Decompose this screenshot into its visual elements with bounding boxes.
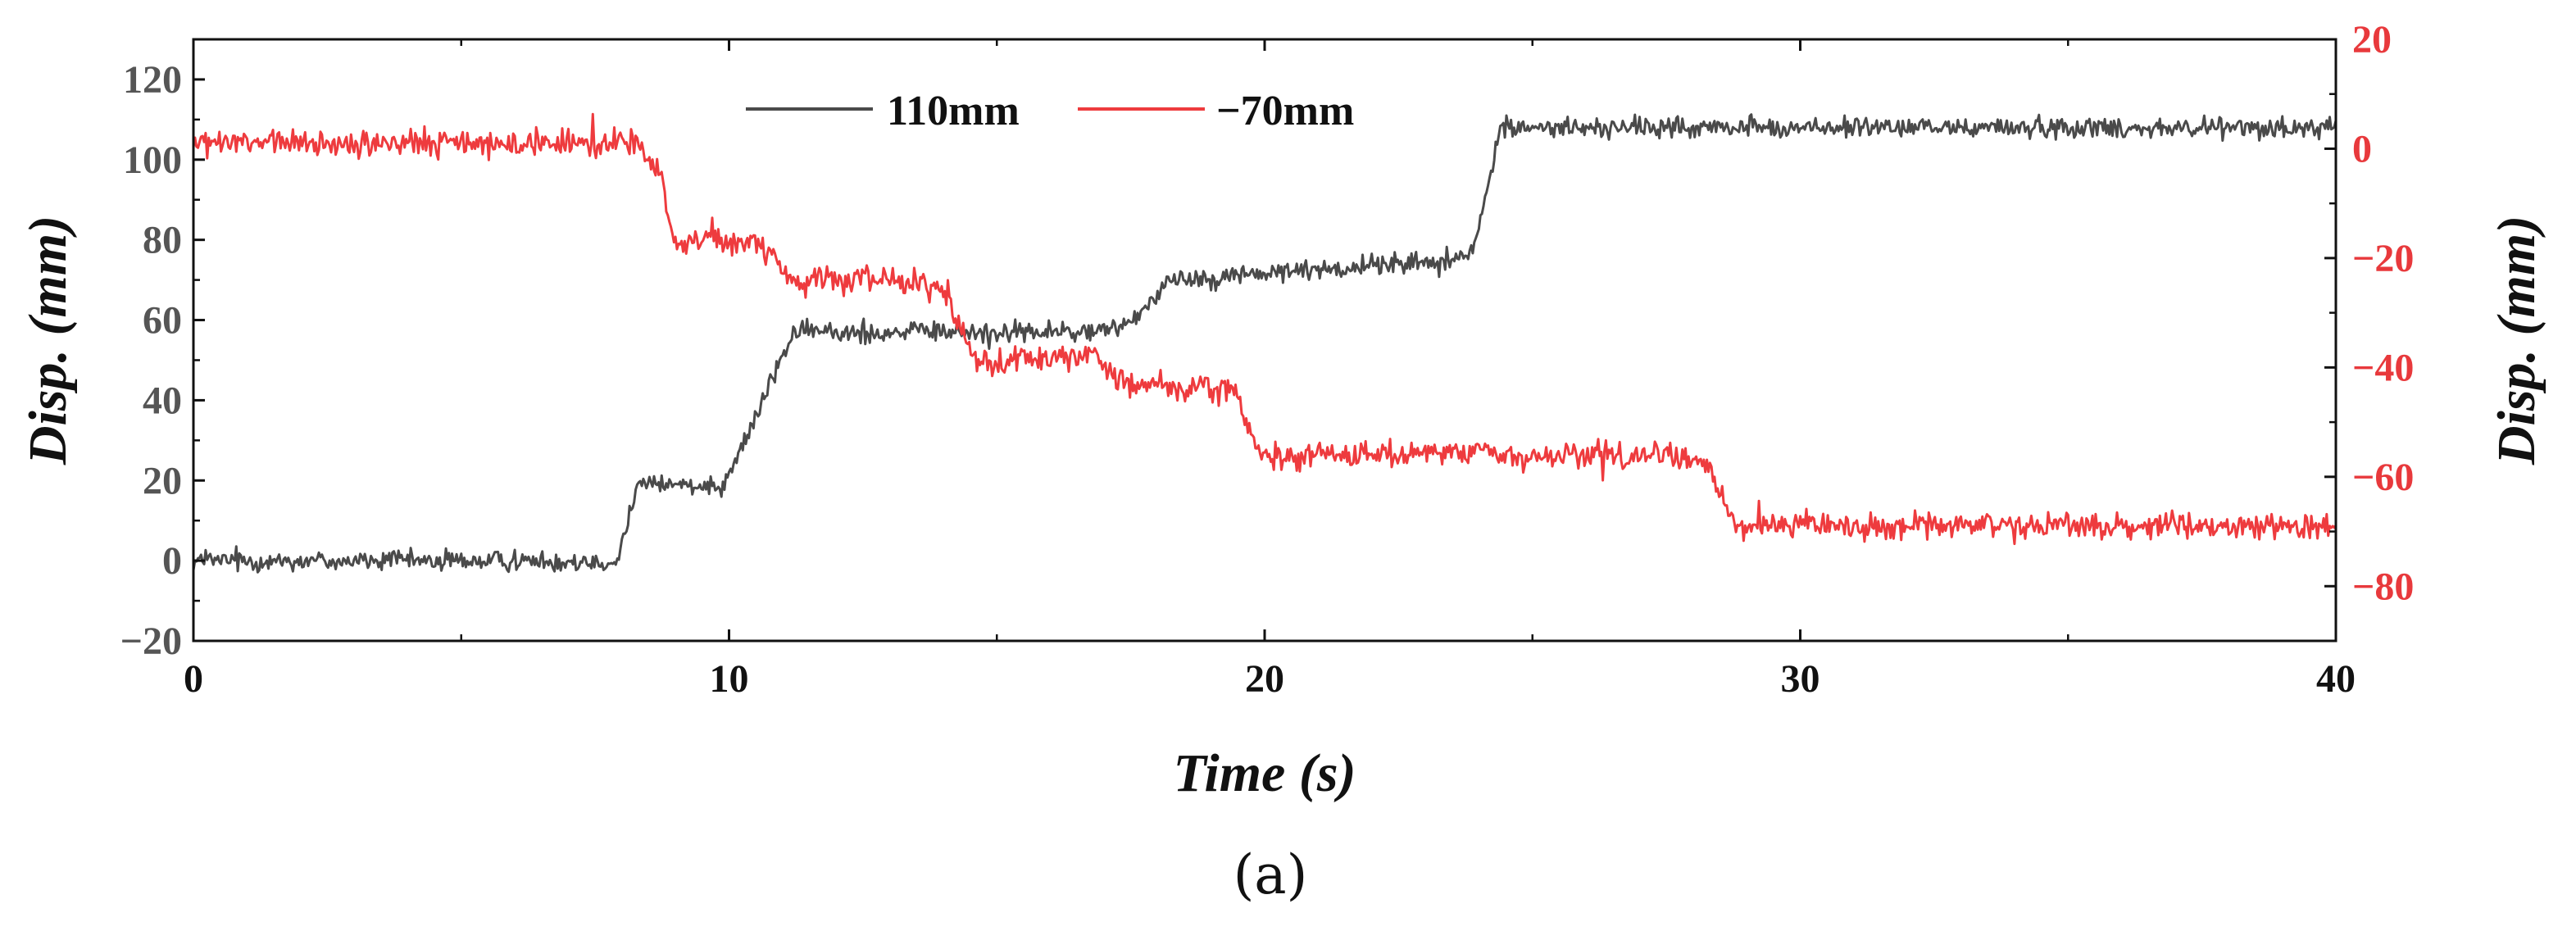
x-tick-label: 20 <box>1245 657 1284 701</box>
x-tick-label: 10 <box>710 657 749 701</box>
y-left-tick-label: −20 <box>120 620 182 663</box>
y-right-tick-label: −60 <box>2352 456 2414 499</box>
y-left-tick-label: 20 <box>143 459 182 502</box>
y-left-tick-label: 0 <box>162 539 182 583</box>
figure-caption: (a) <box>1233 843 1308 906</box>
y-left-tick-label: 80 <box>143 219 182 262</box>
series-line-minus70mm <box>192 112 2337 546</box>
y-axis-left-title: Disp. (mm) <box>18 216 78 466</box>
x-axis-title: Time (s) <box>1174 743 1356 803</box>
x-tick-label: 0 <box>184 657 203 701</box>
legend: 110mm −70mm <box>746 88 1354 134</box>
y-right-tick-label: 0 <box>2352 127 2372 170</box>
legend-label-110mm: 110mm <box>887 88 1020 134</box>
series-line-110mm <box>192 113 2337 574</box>
y-left-tick-label: 120 <box>123 58 182 102</box>
x-tick-label: 40 <box>2316 657 2356 701</box>
y-right-tick-label: 20 <box>2352 18 2392 61</box>
y-right-tick-label: −20 <box>2352 237 2414 280</box>
y-right-tick-label: −80 <box>2352 565 2414 608</box>
y-axis-right-title: Disp. (mm) <box>2487 216 2546 466</box>
y-left-tick-label: 100 <box>123 139 182 182</box>
y-left-tick-label: 40 <box>143 379 182 422</box>
x-tick-label: 30 <box>1781 657 1820 701</box>
y-right-tick-label: −40 <box>2352 346 2414 389</box>
legend-label-minus70mm: −70mm <box>1216 88 1354 134</box>
y-left-tick-label: 60 <box>143 299 182 343</box>
series-layer <box>192 112 2337 574</box>
